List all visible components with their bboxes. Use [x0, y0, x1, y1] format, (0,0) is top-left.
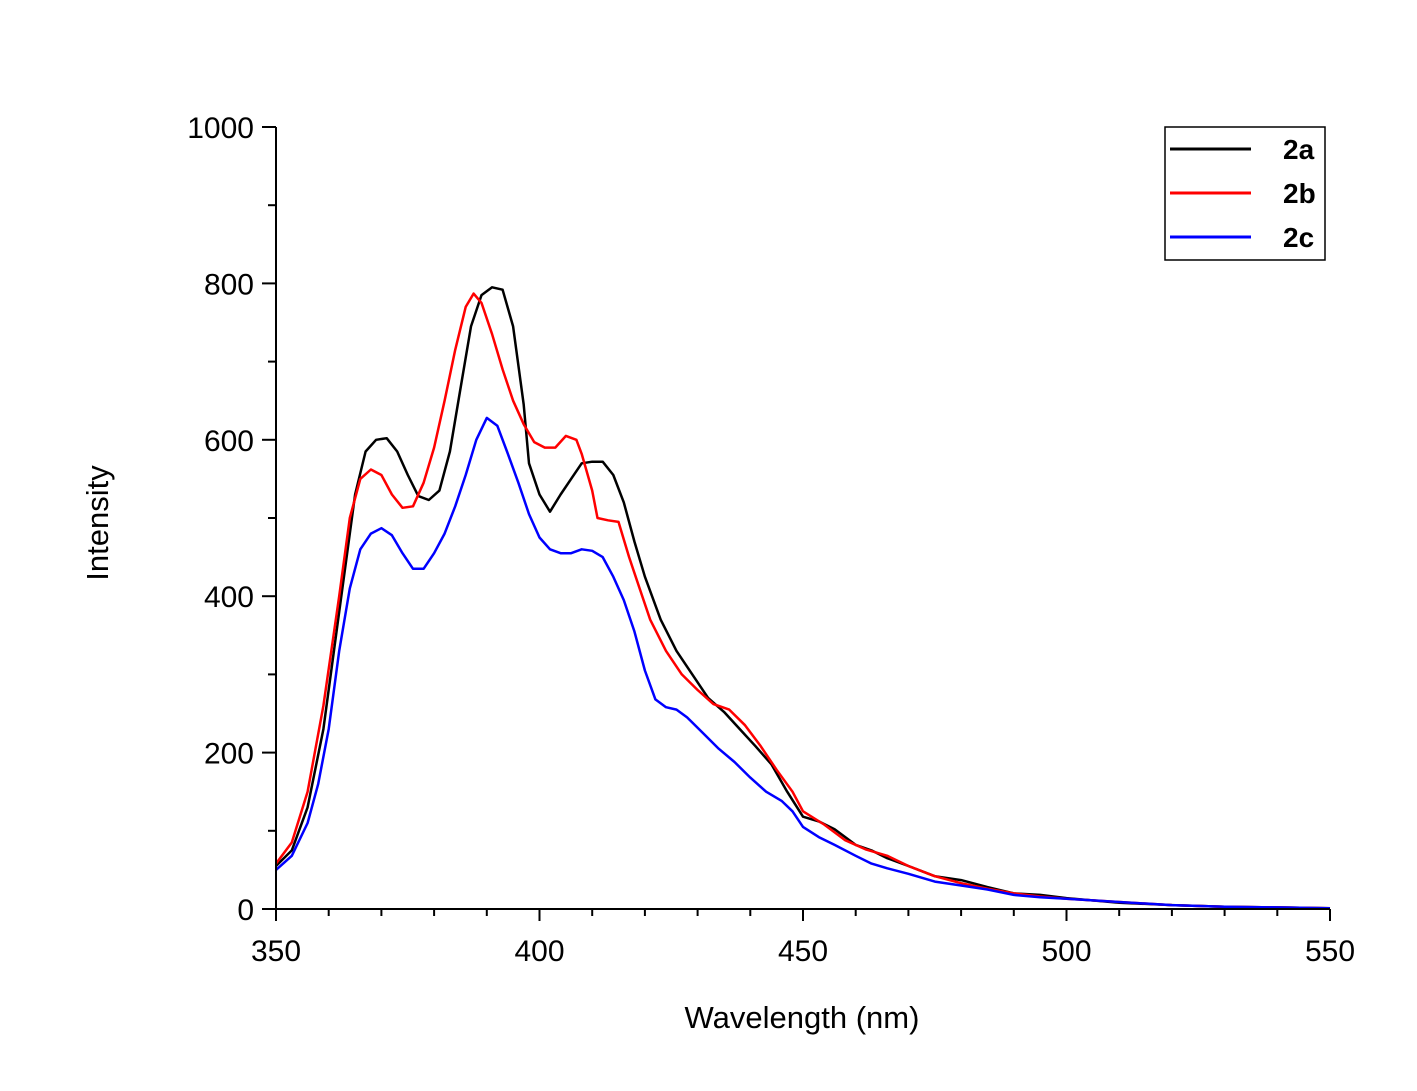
legend-label-2c: 2c: [1283, 222, 1314, 253]
y-tick-label: 1000: [187, 112, 254, 145]
series-line-2b: [274, 292, 1331, 910]
x-tick-label: 450: [778, 935, 828, 968]
legend: 2a 2b 2c: [1164, 126, 1326, 261]
x-tick-label: 350: [251, 935, 301, 968]
y-tick-label: 0: [237, 894, 254, 927]
y-axis-title: Intensity: [80, 465, 115, 581]
x-axis-title: Wavelength (nm): [685, 1000, 920, 1035]
x-tick-label: 500: [1041, 935, 1091, 968]
y-tick-label: 800: [204, 268, 254, 301]
legend-label-2b: 2b: [1283, 178, 1316, 209]
y-tick-label: 600: [204, 425, 254, 458]
series-line-2c: [275, 416, 1331, 910]
series-line-2a: [275, 286, 1331, 910]
y-tick-label: 200: [204, 738, 254, 771]
axes-layer: 350 400 450 500 550 0 200 400 600 800 1000: [187, 112, 1355, 968]
legend-label-2a: 2a: [1283, 134, 1315, 165]
x-tick-label: 400: [514, 935, 564, 968]
y-tick-label: 400: [204, 581, 254, 614]
series-layer: [274, 286, 1331, 910]
x-tick-label: 550: [1305, 935, 1355, 968]
